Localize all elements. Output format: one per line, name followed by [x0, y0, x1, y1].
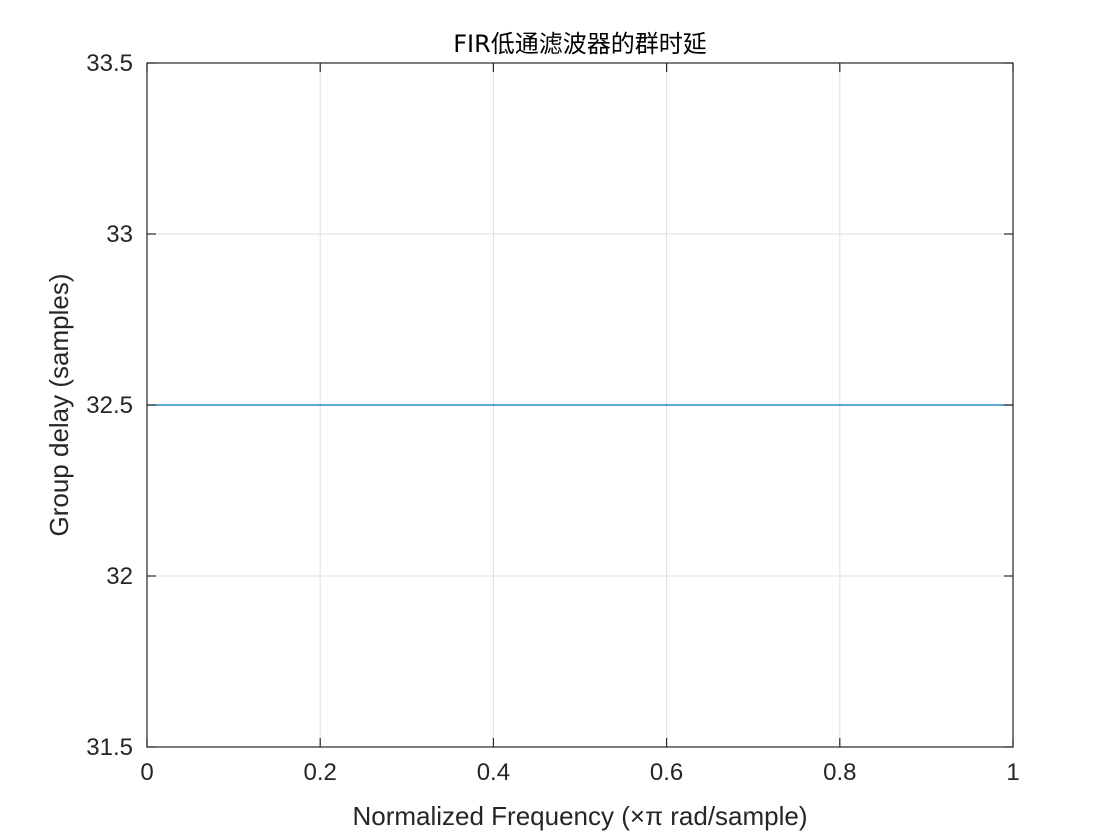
- y-tick-label-2: 32.5: [86, 392, 133, 419]
- x-tick-label-3: 0.6: [650, 759, 683, 786]
- y-tick-label-1: 32: [106, 563, 133, 590]
- x-tick-label-2: 0.4: [477, 759, 510, 786]
- chart-title: FIR低通滤波器的群时延: [453, 30, 707, 58]
- x-tick-label-1: 0.2: [304, 759, 337, 786]
- axis-ticks: 0 0.2 0.4 0.6 0.8 1 31.5 32 32.5 33 33.5: [86, 50, 1019, 786]
- x-tick-label-4: 0.8: [823, 759, 856, 786]
- y-tick-label-0: 31.5: [86, 734, 133, 761]
- x-axis-label: Normalized Frequency (×π rad/sample): [352, 801, 807, 831]
- y-tick-label-4: 33.5: [86, 50, 133, 77]
- x-tick-label-0: 0: [140, 759, 153, 786]
- x-tick-label-5: 1: [1006, 759, 1019, 786]
- y-axis-label: Group delay (samples): [44, 274, 74, 537]
- y-tick-label-3: 33: [106, 221, 133, 248]
